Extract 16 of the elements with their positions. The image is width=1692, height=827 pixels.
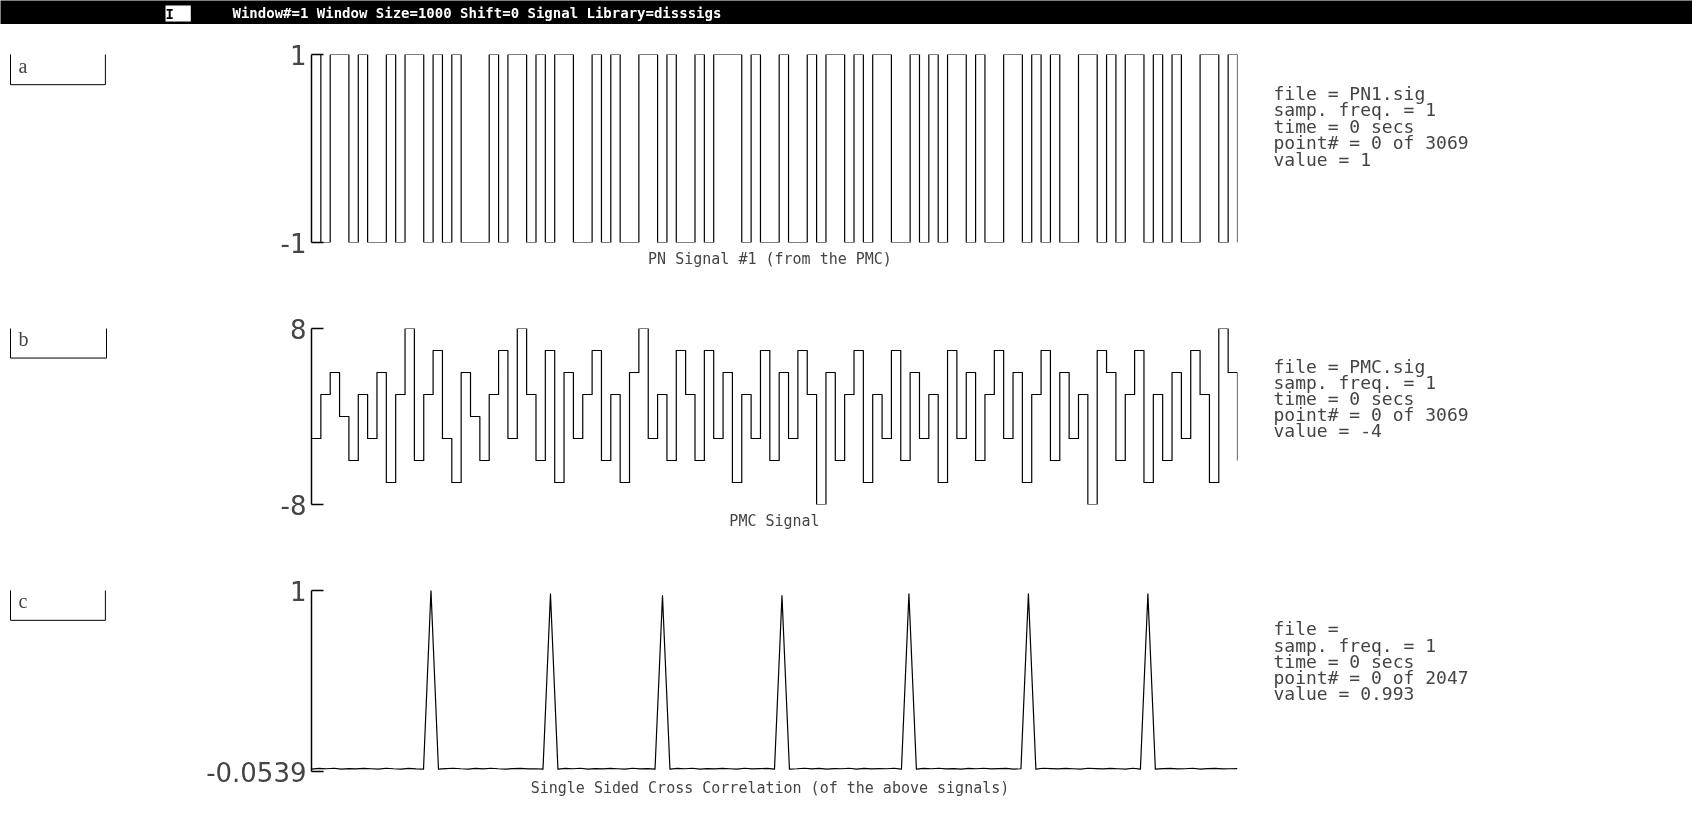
y-tick-label: 1	[289, 576, 307, 607]
text: a	[18, 54, 28, 77]
text: b	[18, 328, 29, 351]
text: point# = 0 of 3069	[1273, 132, 1469, 154]
y-tick-label: -0.0539	[206, 757, 307, 788]
text: file =	[1273, 618, 1339, 640]
text: PMC Signal	[729, 511, 820, 530]
text: I	[165, 5, 174, 22]
text: c	[18, 590, 28, 613]
y-tick-label: -8	[280, 490, 307, 521]
chart-subtitle: Window#=1 Window Size=1000 Shift=0 Signal Library=disssigs	[232, 4, 722, 21]
text: Single Sided Cross Correlation (of the above signals)	[530, 778, 1010, 797]
y-tick-label: 8	[289, 314, 307, 345]
y-tick-label: -1	[280, 228, 307, 259]
text: PN Signal #1 (from the PMC)	[648, 249, 892, 268]
y-tick-label: 1	[289, 40, 307, 71]
